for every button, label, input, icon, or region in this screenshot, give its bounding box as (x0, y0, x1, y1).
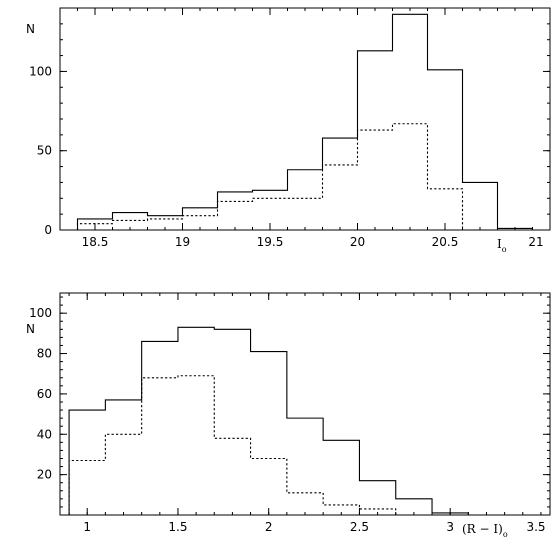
x-tick-label: 20 (350, 235, 365, 249)
x-axis-title: (R − I)o (462, 522, 508, 539)
y-tick-label: 0 (44, 223, 52, 237)
y-tick-label: 20 (37, 468, 52, 482)
histogram-dotted-series (76, 123, 533, 231)
x-tick-label: 19.5 (257, 235, 284, 249)
x-tick-label: 1.5 (168, 520, 187, 534)
x-tick-label: 19 (175, 235, 190, 249)
y-axis-title: N (26, 22, 35, 36)
bottom-histogram-panel: 1 1.5 2 2.5 3 3.5 (R − I)o 20 40 60 80 100 N (26, 292, 551, 539)
plot-frame (59, 7, 551, 231)
y-tick-label: 100 (29, 64, 52, 78)
x-tick-label-end: 3.5 (526, 520, 545, 534)
histogram-solid-series (76, 13, 534, 230)
histogram-dotted-series (68, 375, 469, 516)
y-tick-label: 60 (37, 387, 52, 401)
y-axis-title: N (26, 322, 35, 336)
x-tick-label: 20.5 (432, 235, 459, 249)
x-axis-title: Io (497, 237, 507, 254)
y-tick-label: 80 (37, 347, 52, 361)
x-tick-label: 2.5 (350, 520, 369, 534)
x-tick-label: 2 (265, 520, 273, 534)
y-tick-label: 100 (29, 306, 52, 320)
x-tick-label: 1 (83, 520, 91, 534)
plot-frame (59, 292, 551, 516)
x-tick-label: 18.5 (82, 235, 109, 249)
y-tick-label: 50 (37, 144, 52, 158)
x-tick-label: 3 (446, 520, 454, 534)
y-tick-label: 40 (37, 427, 52, 441)
histogram-solid-series (68, 326, 469, 515)
x-tick-label-end: 21 (528, 235, 543, 249)
top-histogram-panel: 18.5 19 19.5 20 20.5 21 Io 0 50 100 N (26, 7, 551, 254)
